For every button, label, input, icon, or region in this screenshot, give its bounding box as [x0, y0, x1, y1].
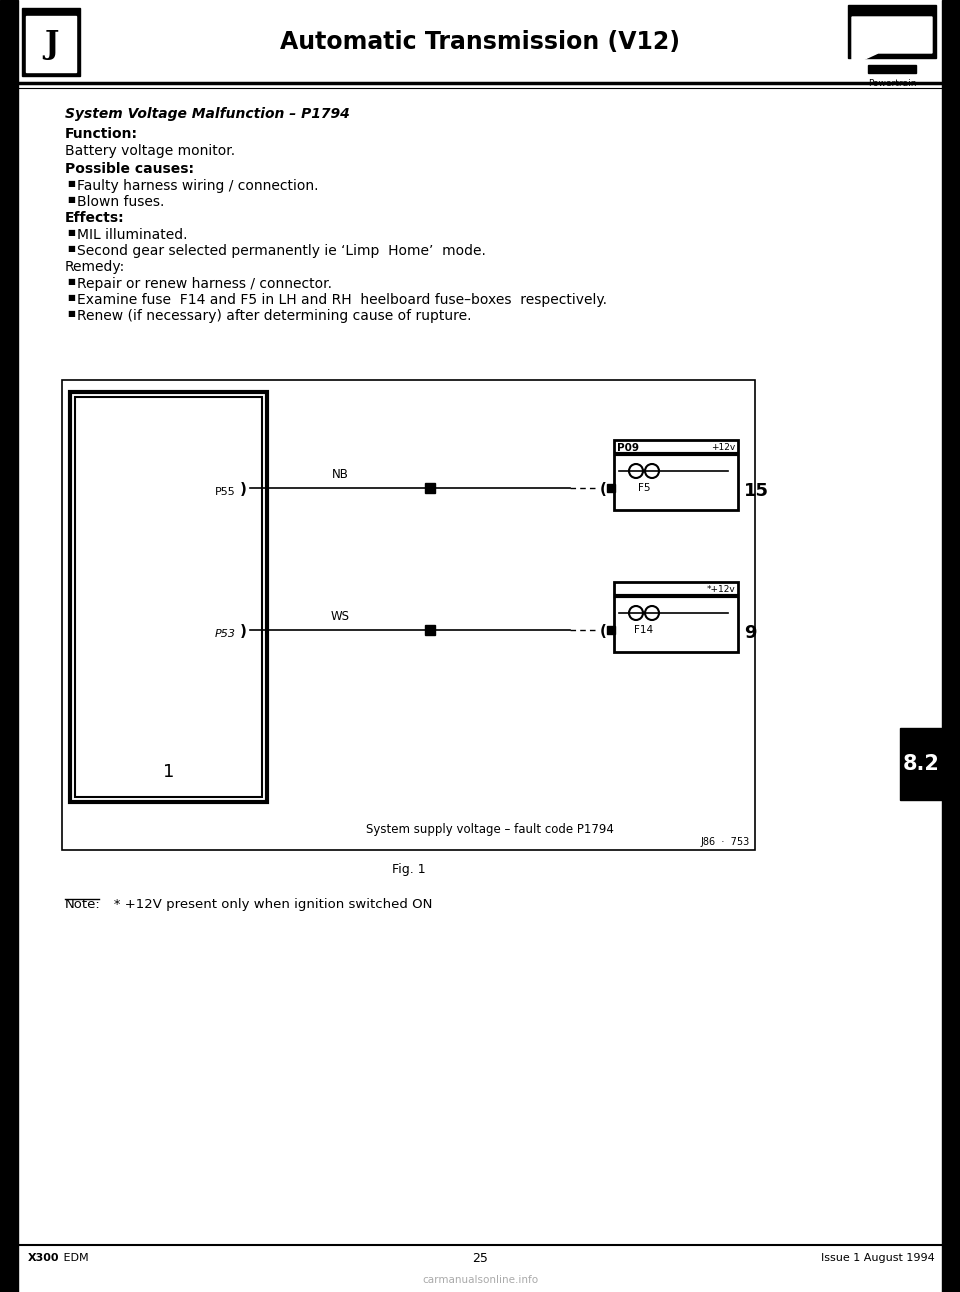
Text: ■: ■: [67, 244, 75, 253]
Text: Renew (if necessary) after determining cause of rupture.: Renew (if necessary) after determining c…: [77, 309, 471, 323]
Text: ): ): [240, 624, 247, 640]
Bar: [26, 16, 76, 72]
Text: +12v: +12v: [710, 443, 735, 452]
Text: X300: X300: [28, 1253, 60, 1264]
Text: MIL illuminated.: MIL illuminated.: [77, 227, 187, 242]
Bar: [614, 441, 738, 510]
Text: P55: P55: [215, 487, 236, 497]
Text: 15: 15: [744, 482, 769, 500]
Text: Blown fuses.: Blown fuses.: [77, 195, 164, 209]
Text: ■: ■: [67, 180, 75, 189]
Text: WS: WS: [330, 610, 349, 623]
Bar: [0, 0, 18, 1292]
Text: Issue 1 August 1994: Issue 1 August 1994: [821, 1253, 935, 1264]
Text: F14: F14: [635, 625, 654, 634]
Text: Second gear selected permanently ie ‘Limp  Home’  mode.: Second gear selected permanently ie ‘Lim…: [77, 244, 486, 258]
Text: ■: ■: [67, 309, 75, 318]
Text: System Voltage Malfunction – P1794: System Voltage Malfunction – P1794: [65, 107, 349, 121]
Text: (: (: [600, 482, 607, 497]
Text: Examine fuse  F14 and F5 in LH and RH  heelboard fuse–boxes  respectively.: Examine fuse F14 and F5 in LH and RH hee…: [77, 293, 607, 307]
Bar: [62, 380, 755, 850]
Text: * +12V present only when ignition switched ON: * +12V present only when ignition switch…: [101, 898, 432, 911]
Text: ■: ■: [67, 293, 75, 302]
Text: Effects:: Effects:: [65, 211, 125, 225]
Text: Fig. 1: Fig. 1: [392, 863, 425, 876]
Text: Faulty harness wiring / connection.: Faulty harness wiring / connection.: [77, 180, 319, 193]
Text: 25: 25: [472, 1252, 488, 1265]
Bar: [848, 5, 936, 58]
Text: *+12v: *+12v: [707, 585, 735, 594]
Text: Possible causes:: Possible causes:: [65, 162, 194, 176]
Bar: [70, 391, 267, 802]
Polygon shape: [852, 17, 932, 65]
Bar: [942, 0, 960, 1292]
Text: Note:: Note:: [65, 898, 101, 911]
Text: ■: ■: [67, 195, 75, 204]
Text: Automatic Transmission (V12): Automatic Transmission (V12): [280, 30, 680, 54]
Text: 9: 9: [744, 624, 756, 642]
Bar: [614, 581, 738, 652]
Text: 8.2: 8.2: [902, 755, 940, 774]
Text: carmanualsonline.info: carmanualsonline.info: [422, 1275, 538, 1286]
Text: J86  ·  753: J86 · 753: [701, 837, 750, 848]
Text: Remedy:: Remedy:: [65, 260, 125, 274]
Text: F5: F5: [637, 483, 650, 494]
Text: P53: P53: [215, 629, 236, 640]
Bar: [75, 397, 262, 797]
Bar: [900, 727, 942, 800]
Bar: [22, 8, 80, 76]
Text: NB: NB: [331, 468, 348, 481]
Text: ■: ■: [67, 227, 75, 236]
Bar: [868, 65, 916, 74]
Text: Battery voltage monitor.: Battery voltage monitor.: [65, 143, 235, 158]
Text: J: J: [44, 28, 59, 59]
Text: 1: 1: [163, 764, 174, 780]
Text: ): ): [240, 482, 247, 497]
Text: System supply voltage – fault code P1794: System supply voltage – fault code P1794: [366, 823, 614, 836]
Text: P09: P09: [617, 443, 639, 453]
Text: Function:: Function:: [65, 127, 138, 141]
Text: Repair or renew harness / connector.: Repair or renew harness / connector.: [77, 276, 332, 291]
Text: Powertrain: Powertrain: [868, 79, 916, 88]
Text: (: (: [600, 624, 607, 640]
Text: EDM: EDM: [60, 1253, 88, 1264]
Text: ■: ■: [67, 276, 75, 286]
